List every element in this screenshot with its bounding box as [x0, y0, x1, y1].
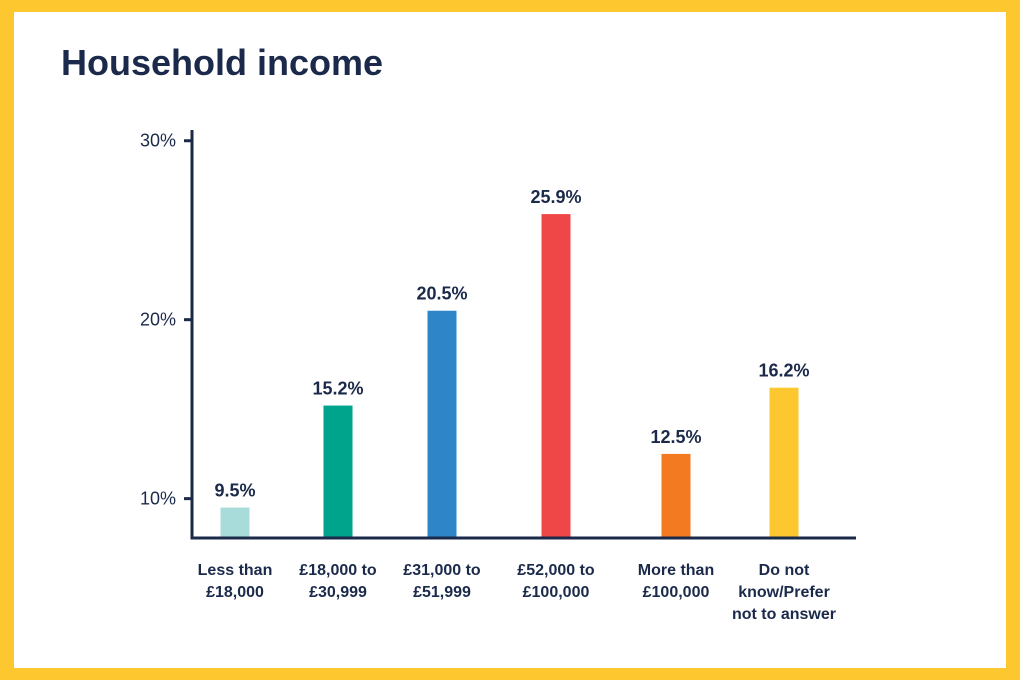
value-labels: 9.5% 15.2% 20.5% 25.9% 12.5% 16.2% — [214, 187, 809, 500]
y-axis-ticks: 10% 20% 30% — [140, 131, 192, 509]
bar-value-label: 16.2% — [758, 361, 809, 381]
category-label: £31,000 to £51,999 — [403, 562, 481, 601]
bar-value-label: 25.9% — [530, 187, 581, 207]
bars — [220, 214, 799, 538]
bar — [220, 507, 250, 538]
chart-card: Household income 10% 20% 30% 9.5% 15.2% 20.5… — [14, 12, 1006, 668]
y-tick-label: 30% — [140, 131, 176, 151]
y-tick-label: 20% — [140, 310, 176, 330]
bar-value-label: 12.5% — [650, 427, 701, 447]
bar — [427, 310, 457, 538]
y-tick-label: 10% — [140, 489, 176, 509]
bar-chart: 10%20%30% 9.5%15.2%20.5%25.9%12.5%16.2% … — [140, 130, 856, 623]
chart-title: Household income — [61, 42, 384, 83]
category-label: £52,000 to £100,000 — [517, 562, 595, 601]
bar — [769, 387, 799, 538]
bar-value-label: 9.5% — [214, 481, 255, 501]
category-labels: Less than £18,000 £18,000 to £30,999 £31,000… — [198, 562, 836, 623]
bar — [323, 405, 353, 538]
bar-value-label: 15.2% — [312, 379, 363, 399]
bar-value-label: 20.5% — [416, 284, 467, 304]
category-label: Do not know/Prefer not to answer — [732, 562, 836, 623]
bar — [661, 453, 691, 538]
category-label: More than £100,000 — [638, 562, 714, 601]
bar — [541, 214, 571, 538]
category-label: Less than £18,000 — [198, 562, 273, 601]
category-label: £18,000 to £30,999 — [299, 562, 377, 601]
